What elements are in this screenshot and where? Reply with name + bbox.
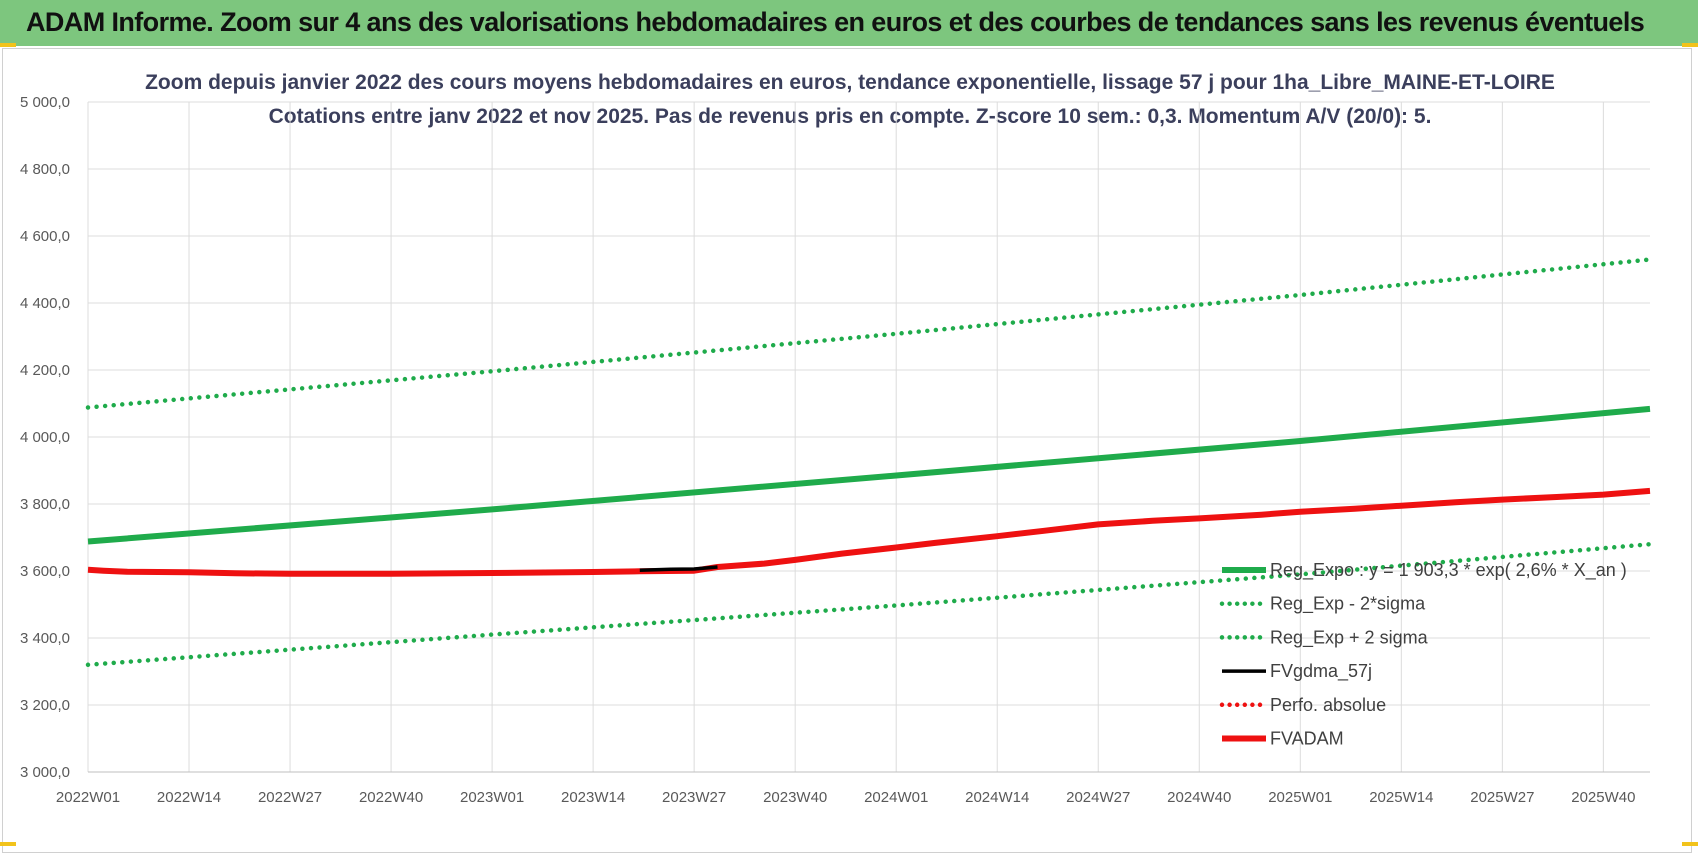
legend-label: Perfo. absolue: [1270, 695, 1386, 715]
chart-frame: [2, 48, 1692, 853]
x-tick-label: 2022W01: [56, 789, 120, 806]
corner-mark: [0, 43, 16, 47]
x-tick-label: 2022W14: [157, 789, 221, 806]
y-tick-label: 4 200,0: [20, 362, 70, 379]
corner-mark: [0, 842, 16, 846]
x-tick-label: 2022W27: [258, 789, 322, 806]
series-line-2: [85, 257, 1653, 410]
x-tick-label: 2025W14: [1369, 789, 1433, 806]
x-tick-label: 2024W01: [864, 789, 928, 806]
x-tick-label: 2022W40: [359, 789, 423, 806]
y-tick-label: 3 600,0: [20, 563, 70, 580]
x-tick-label: 2023W14: [561, 789, 625, 806]
y-tick-label: 3 200,0: [20, 697, 70, 714]
x-tick-label: 2023W01: [460, 789, 524, 806]
series-line-0: [87, 405, 1651, 545]
chart-subtitle: Cotations entre janv 2022 et nov 2025. P…: [269, 105, 1432, 128]
series-line-3: [639, 565, 718, 573]
y-tick-label: 3 000,0: [20, 764, 70, 781]
x-tick-label: 2024W14: [965, 789, 1029, 806]
y-tick-label: 5 000,0: [20, 94, 70, 111]
series-line-5: [87, 487, 1651, 577]
x-tick-label: 2025W40: [1571, 789, 1635, 806]
y-tick-label: 3 800,0: [20, 496, 70, 513]
legend-label: FVgdma_57j: [1270, 661, 1372, 682]
x-tick-label: 2023W40: [763, 789, 827, 806]
header-banner: ADAM Informe. Zoom sur 4 ans des valoris…: [0, 0, 1698, 48]
x-tick-label: 2025W27: [1470, 789, 1534, 806]
corner-mark: [1682, 842, 1698, 846]
chart-title: Zoom depuis janvier 2022 des cours moyen…: [145, 71, 1555, 94]
banner-title: ADAM Informe. Zoom sur 4 ans des valoris…: [26, 7, 1645, 37]
y-tick-label: 3 400,0: [20, 630, 70, 647]
legend-label: Reg_Exp + 2 sigma: [1270, 627, 1429, 648]
y-tick-label: 4 600,0: [20, 228, 70, 245]
corner-mark: [1682, 43, 1698, 47]
x-tick-label: 2023W27: [662, 789, 726, 806]
x-tick-label: 2024W27: [1066, 789, 1130, 806]
legend-label: FVADAM: [1270, 729, 1344, 749]
legend-label: Reg_Expo : y = 1 903,3 * exp( 2,6% * X_a…: [1270, 560, 1627, 581]
y-tick-label: 4 000,0: [20, 429, 70, 446]
y-tick-label: 4 800,0: [20, 161, 70, 178]
x-tick-label: 2025W01: [1268, 789, 1332, 806]
legend-label: Reg_Exp - 2*sigma: [1270, 594, 1426, 615]
series-line-1: [85, 541, 1653, 668]
y-tick-label: 4 400,0: [20, 295, 70, 312]
x-tick-label: 2024W40: [1167, 789, 1231, 806]
